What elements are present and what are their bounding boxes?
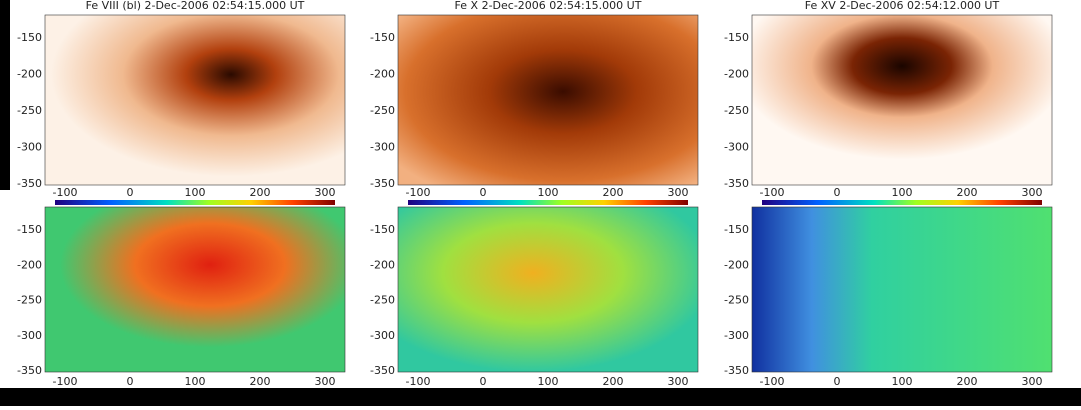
x-tick-label: 100 [538, 186, 559, 199]
x-tick-label: 200 [250, 186, 271, 199]
y-tick-label: -350 [17, 177, 42, 190]
colorbar [762, 200, 1042, 205]
y-tick-label: -350 [370, 177, 395, 190]
y-tick-label: -300 [17, 329, 42, 342]
x-tick-label: -100 [53, 375, 78, 388]
x-tick-label: 300 [315, 186, 336, 199]
y-tick-label: -200 [370, 258, 395, 271]
velocity-image [44, 206, 346, 373]
x-tick-label: 0 [127, 375, 134, 388]
y-tick-label: -200 [370, 68, 395, 81]
panel-title: Fe XV 2-Dec-2006 02:54:12.000 UT [805, 0, 1000, 12]
y-tick-label: -350 [724, 177, 749, 190]
y-tick-label: -300 [370, 141, 395, 154]
y-tick-label: -350 [370, 364, 395, 377]
x-tick-label: 300 [668, 186, 689, 199]
x-tick-label: 100 [892, 375, 913, 388]
x-tick-label: -100 [53, 186, 78, 199]
x-tick-label: 200 [250, 375, 271, 388]
velocity-image [751, 206, 1053, 373]
x-tick-label: 300 [315, 375, 336, 388]
left-bar [0, 0, 10, 190]
x-tick-label: 100 [892, 186, 913, 199]
y-tick-label: -300 [370, 329, 395, 342]
y-tick-label: -300 [724, 141, 749, 154]
y-tick-label: -250 [370, 294, 395, 307]
y-tick-label: -150 [370, 223, 395, 236]
y-tick-label: -250 [17, 294, 42, 307]
x-tick-label: 300 [668, 375, 689, 388]
colorbar [408, 200, 688, 205]
x-tick-label: -100 [760, 186, 785, 199]
velocity-image [397, 206, 699, 373]
y-tick-label: -150 [370, 31, 395, 44]
x-tick-label: 0 [834, 186, 841, 199]
x-tick-label: 200 [957, 186, 978, 199]
y-tick-label: -150 [17, 223, 42, 236]
x-tick-label: 100 [185, 375, 206, 388]
x-tick-label: 0 [480, 375, 487, 388]
y-tick-label: -250 [724, 294, 749, 307]
solar-image [751, 14, 1053, 186]
y-tick-label: -300 [724, 329, 749, 342]
y-tick-label: -300 [17, 141, 42, 154]
y-tick-label: -200 [724, 68, 749, 81]
x-tick-label: 200 [603, 375, 624, 388]
x-tick-label: -100 [760, 375, 785, 388]
x-tick-label: 300 [1022, 375, 1043, 388]
solar-image [397, 14, 699, 186]
panel-title: Fe X 2-Dec-2006 02:54:15.000 UT [455, 0, 642, 12]
bottom-bar [0, 388, 1081, 406]
y-tick-label: -250 [724, 104, 749, 117]
y-tick-label: -250 [17, 104, 42, 117]
x-tick-label: 0 [480, 186, 487, 199]
y-tick-label: -350 [17, 364, 42, 377]
y-tick-label: -200 [17, 68, 42, 81]
x-tick-label: 100 [538, 375, 559, 388]
x-tick-label: -100 [406, 375, 431, 388]
solar-image [44, 14, 346, 186]
x-tick-label: 300 [1022, 186, 1043, 199]
x-tick-label: 0 [127, 186, 134, 199]
y-tick-label: -200 [17, 258, 42, 271]
y-tick-label: -150 [17, 31, 42, 44]
y-tick-label: -250 [370, 104, 395, 117]
colorbar [55, 200, 335, 205]
y-tick-label: -150 [724, 31, 749, 44]
panel-title: Fe VIII (bl) 2-Dec-2006 02:54:15.000 UT [86, 0, 305, 12]
y-tick-label: -150 [724, 223, 749, 236]
y-tick-label: -200 [724, 258, 749, 271]
y-tick-label: -350 [724, 364, 749, 377]
x-tick-label: 100 [185, 186, 206, 199]
x-tick-label: 0 [834, 375, 841, 388]
x-tick-label: 200 [603, 186, 624, 199]
x-tick-label: -100 [406, 186, 431, 199]
x-tick-label: 200 [957, 375, 978, 388]
